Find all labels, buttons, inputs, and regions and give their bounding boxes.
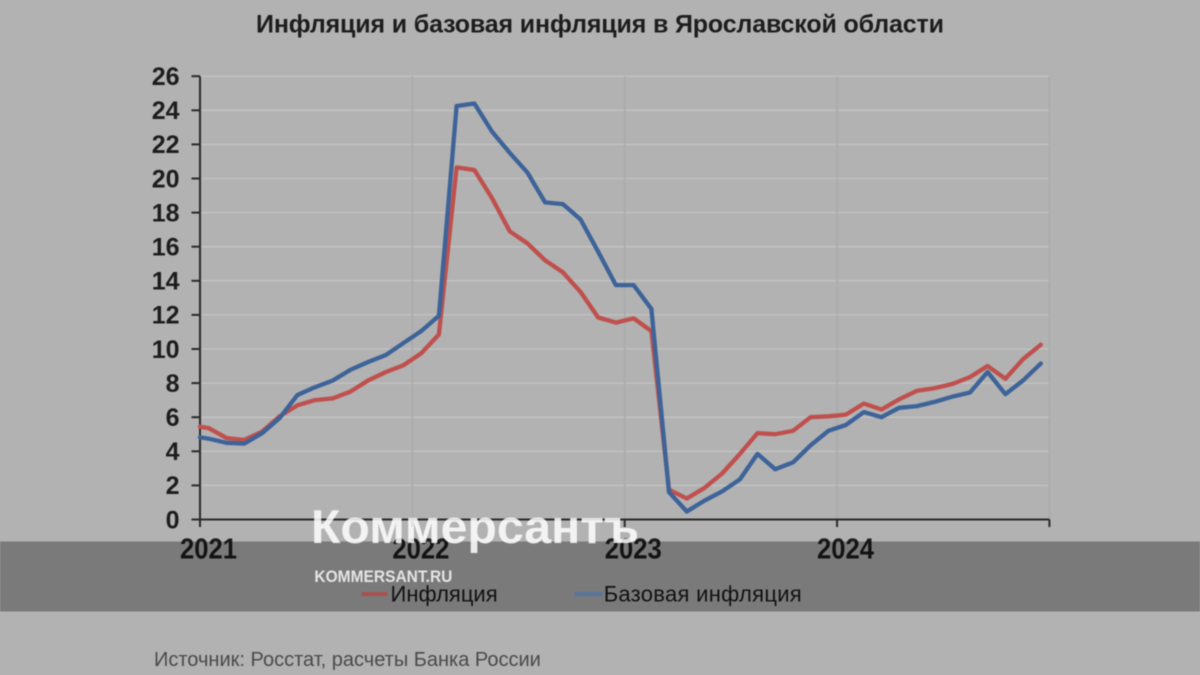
svg-text:26: 26	[152, 63, 180, 91]
svg-text:2024: 2024	[817, 534, 874, 566]
svg-text:Инфляция и базовая инфляция в: Инфляция и базовая инфляция в Ярославско…	[256, 11, 944, 39]
svg-text:16: 16	[152, 234, 180, 262]
svg-text:14: 14	[152, 268, 180, 296]
svg-text:8: 8	[166, 370, 180, 398]
svg-text:Источник: Росстат, расчеты Бан: Источник: Росстат, расчеты Банка России	[154, 649, 541, 671]
svg-text:2: 2	[166, 472, 180, 500]
svg-text:24: 24	[152, 97, 180, 125]
svg-text:2021: 2021	[180, 534, 237, 566]
svg-text:12: 12	[152, 302, 180, 330]
svg-text:Базовая инфляция: Базовая инфляция	[604, 582, 802, 607]
svg-text:Коммерсантъ: Коммерсантъ	[311, 500, 639, 553]
svg-text:20: 20	[152, 165, 180, 193]
svg-text:2022: 2022	[392, 534, 449, 566]
svg-text:10: 10	[152, 336, 180, 364]
svg-text:Инфляция: Инфляция	[391, 582, 498, 607]
svg-text:0: 0	[166, 506, 180, 534]
svg-text:4: 4	[166, 438, 180, 466]
svg-text:2023: 2023	[605, 534, 662, 566]
svg-text:KOMMERSANT.RU: KOMMERSANT.RU	[314, 567, 452, 586]
svg-text:22: 22	[152, 131, 180, 159]
svg-text:6: 6	[166, 404, 180, 432]
svg-text:18: 18	[152, 199, 180, 227]
